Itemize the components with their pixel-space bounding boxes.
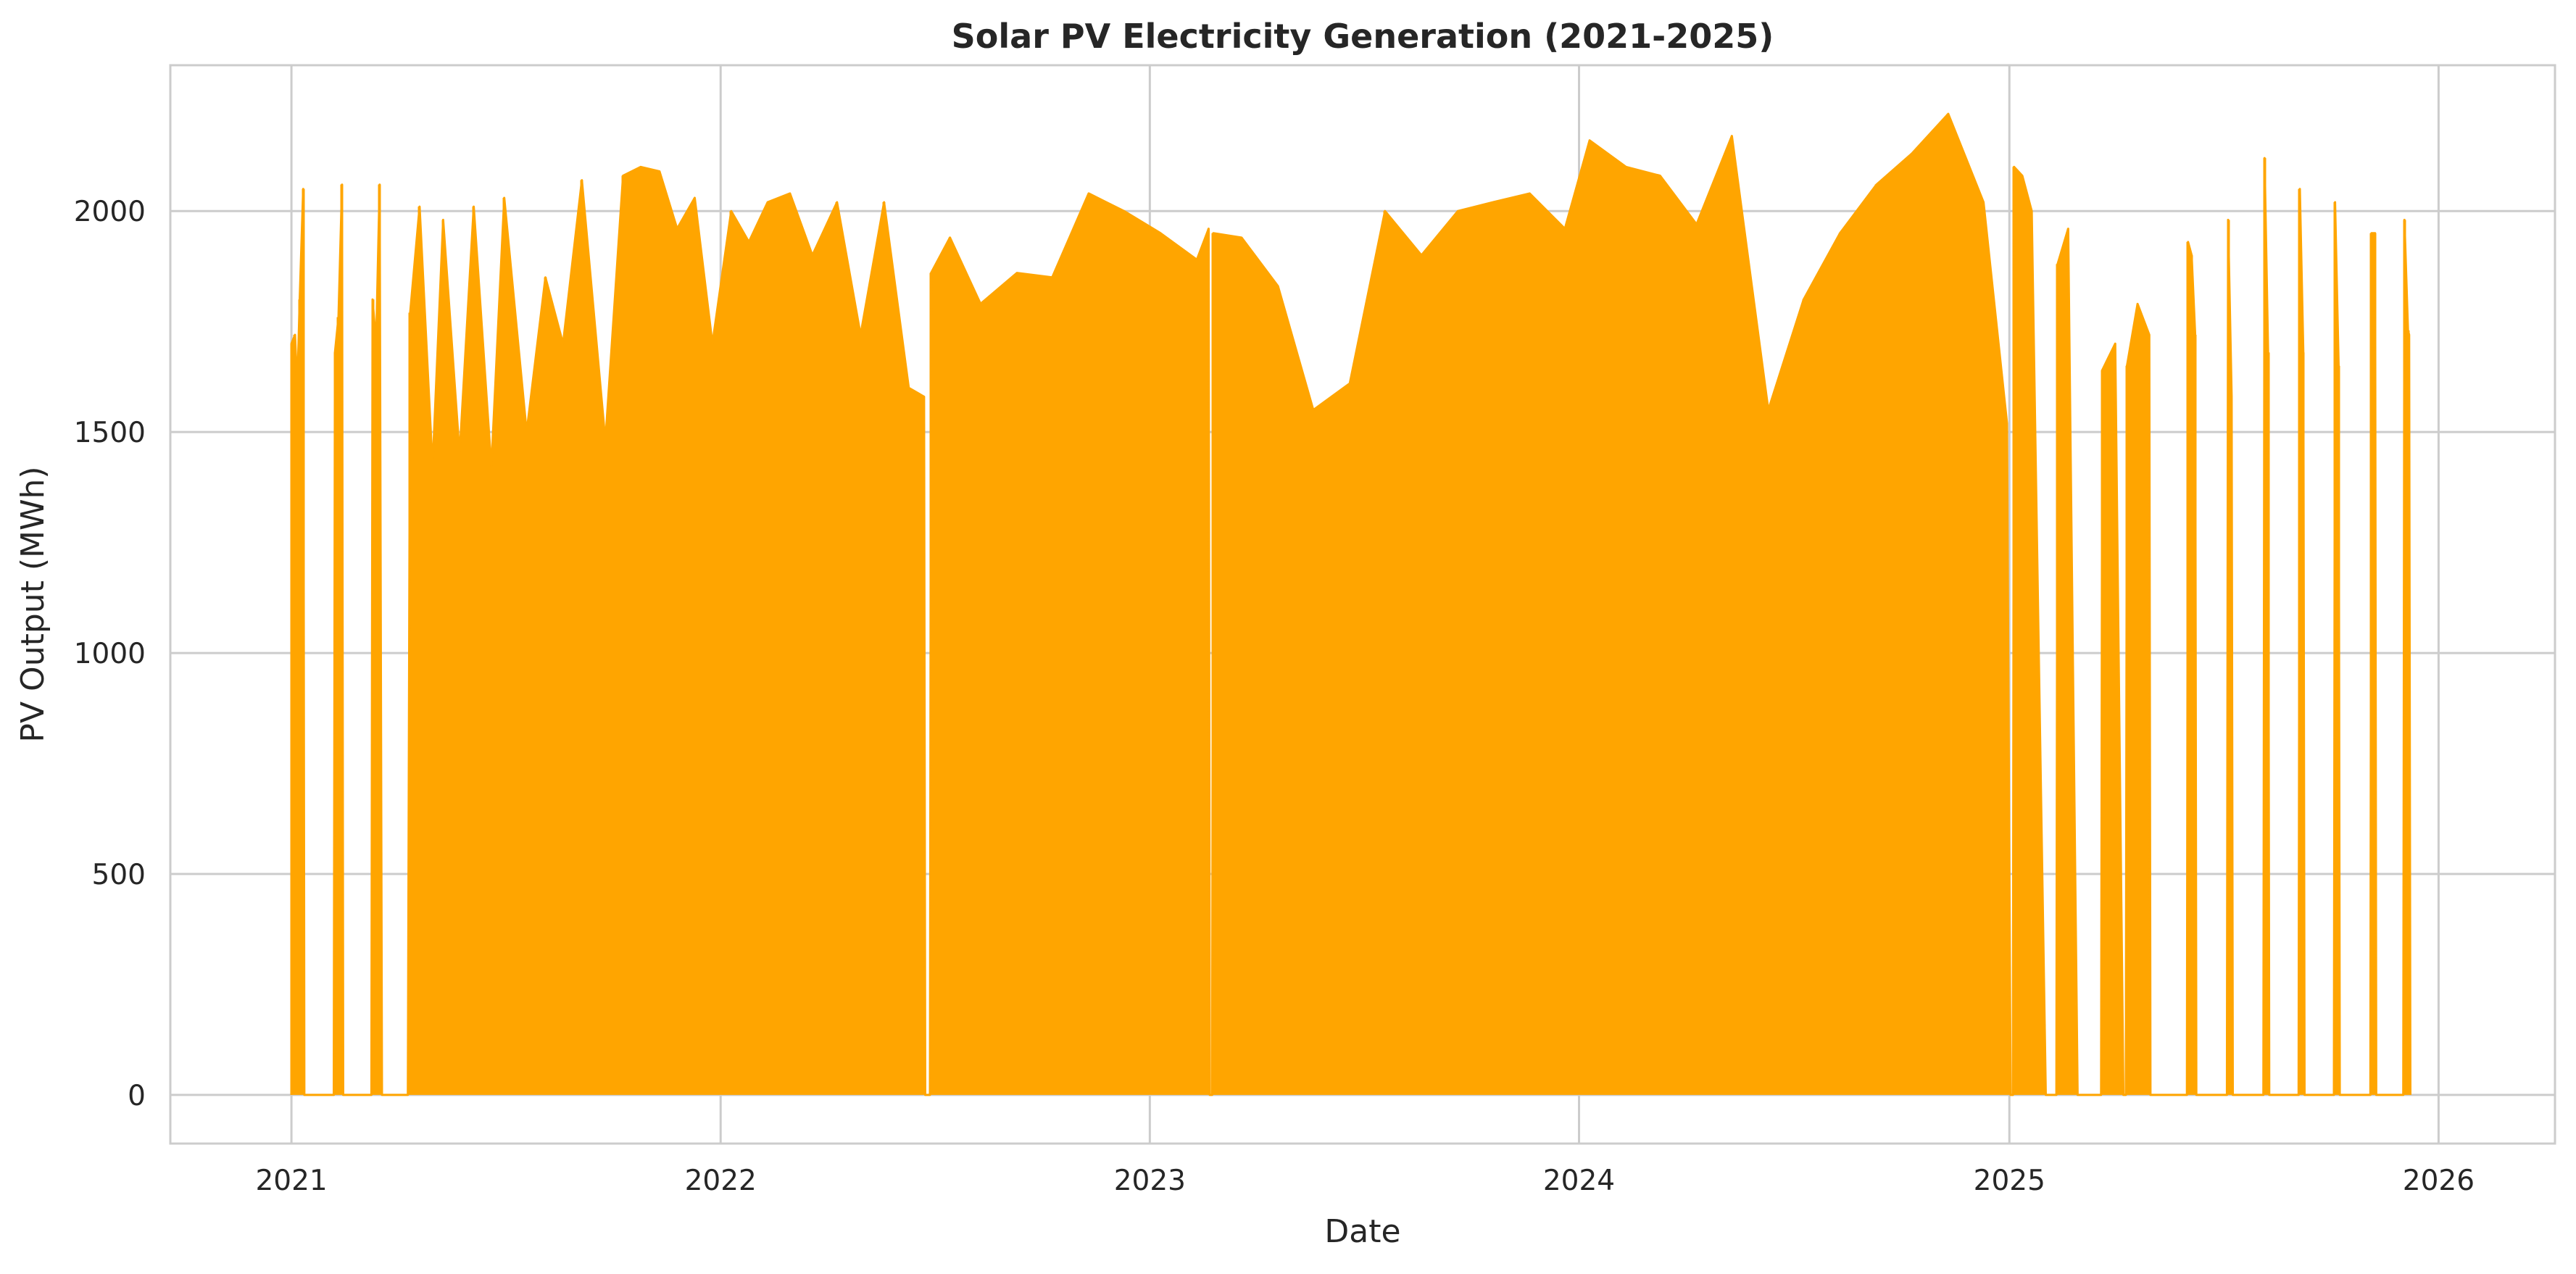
chart-title: Solar PV Electricity Generation (2021-20… bbox=[952, 17, 1774, 56]
x-axis-label: Date bbox=[1324, 1213, 1400, 1250]
y-tick-label: 1500 bbox=[74, 417, 146, 449]
y-tick-labels: 0 500 1000 1500 2000 bbox=[74, 196, 146, 1112]
x-tick-label: 2021 bbox=[255, 1165, 327, 1197]
x-tick-label: 2025 bbox=[1974, 1165, 2045, 1197]
x-tick-label: 2026 bbox=[2403, 1165, 2475, 1197]
x-tick-labels: 2021 2022 2023 2024 2025 2026 bbox=[255, 1165, 2475, 1197]
y-tick-label: 500 bbox=[92, 859, 146, 891]
y-tick-label: 2000 bbox=[74, 196, 146, 228]
x-tick-label: 2023 bbox=[1114, 1165, 1186, 1197]
pv-output-line bbox=[290, 112, 2411, 1096]
data-layer bbox=[290, 112, 2411, 1096]
x-tick-label: 2022 bbox=[685, 1165, 757, 1197]
y-tick-label: 1000 bbox=[74, 638, 146, 670]
y-axis-label: PV Output (MWh) bbox=[14, 466, 51, 742]
pv-output-fill bbox=[290, 114, 2410, 1095]
y-tick-label: 0 bbox=[128, 1080, 146, 1112]
plot-frame bbox=[169, 64, 2556, 1145]
x-tick-label: 2024 bbox=[1543, 1165, 1615, 1197]
